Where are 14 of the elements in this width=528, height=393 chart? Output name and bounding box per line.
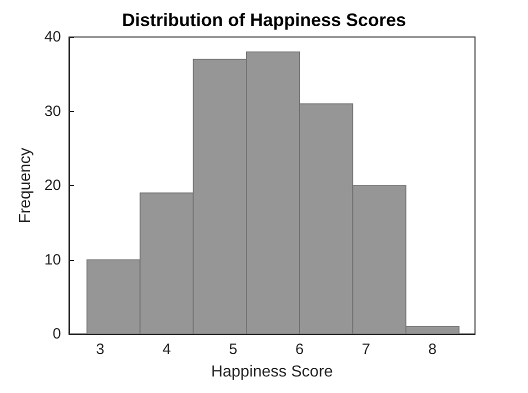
y-tick-label: 20 [44,177,61,194]
x-tick-label: 3 [96,341,104,358]
x-tick-label: 6 [295,341,304,358]
y-tick-label: 40 [44,28,61,46]
chart-title: Distribution of Happiness Scores [122,10,406,30]
y-tick-label: 10 [44,251,61,268]
x-tick-label: 4 [162,341,171,358]
x-tick-label: 7 [362,341,370,358]
x-tick-label: 5 [228,341,238,358]
x-tick-label: 8 [428,341,437,358]
y-tick-label: 0 [52,326,61,342]
y-axis-title: Frequency [16,148,34,224]
x-axis-title: Happiness Score [211,364,334,380]
y-tick-label: 30 [44,102,61,120]
